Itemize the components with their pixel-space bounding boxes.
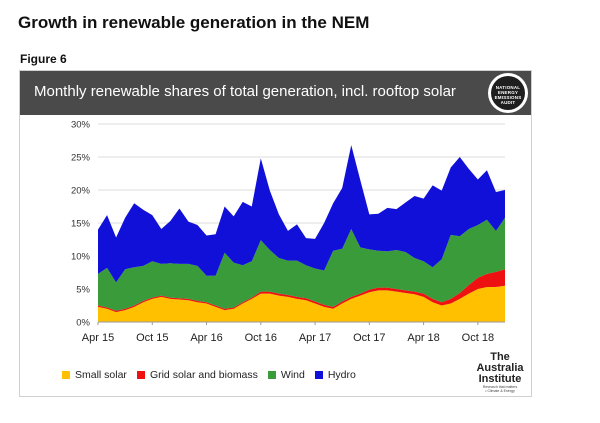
chart-plot: 0% 5% 10% 15% 20% 25% 30% Apr 15 Oct 15 Apr 16 Oct… [71,120,505,344]
y-tick-label: 20% [71,186,91,197]
x-tick-label: Oct 17 [353,332,385,344]
y-tick-label: 25% [71,153,91,164]
chart-title: Monthly renewable shares of total genera… [34,83,456,100]
x-tick-label: Apr 18 [407,332,439,344]
legend-swatch-small-solar [62,371,70,379]
y-tick-label: 5% [76,285,90,296]
figure-label: Figure 6 [20,52,67,66]
x-tick-label: Apr 17 [299,332,331,344]
legend-item-wind: Wind [267,369,305,381]
legend-item-small-solar: Small solar [62,369,127,381]
chart-legend: Small solar Grid solar and biomass Wind … [62,369,366,381]
legend-swatch-wind [267,371,276,379]
area-hydro [98,145,505,283]
x-tick-label: Apr 16 [190,332,222,344]
x-tick-label: Oct 18 [462,332,494,344]
area-grid-solar-and-biomass [98,269,505,313]
page-title: Growth in renewable generation in the NE… [18,13,370,32]
x-tick-label: Oct 16 [245,332,277,344]
badge-text: NATIONAL ENERGY EMISSIONS AUDIT [494,85,522,105]
y-tick-label: 0% [76,318,90,329]
y-tick-label: 30% [71,120,91,131]
y-tick-label: 15% [71,219,91,230]
national-energy-emissions-audit-badge: NATIONAL ENERGY EMISSIONS AUDIT [488,73,528,113]
chart-panel: Monthly renewable shares of total genera… [19,70,532,397]
legend-swatch-hydro [314,371,323,379]
y-tick-label: 10% [71,252,91,263]
x-tick-label: Oct 15 [136,332,168,344]
legend-label-hydro: Hydro [327,369,356,381]
australia-institute-logo: The Australia Institute Research that ma… [476,351,524,394]
legend-label-grid-solar-biomass: Grid solar and biomass [149,369,258,381]
legend-item-hydro: Hydro [314,369,356,381]
legend-swatch-grid-solar-biomass [136,371,145,379]
chart-banner: Monthly renewable shares of total genera… [20,71,531,115]
legend-item-grid-solar-biomass: Grid solar and biomass [136,369,258,381]
legend-label-wind: Wind [280,369,305,381]
area-wind [98,217,505,311]
legend-label-small-solar: Small solar [75,369,127,381]
area-small-solar [98,285,505,322]
x-tick-label: Apr 15 [82,332,114,344]
